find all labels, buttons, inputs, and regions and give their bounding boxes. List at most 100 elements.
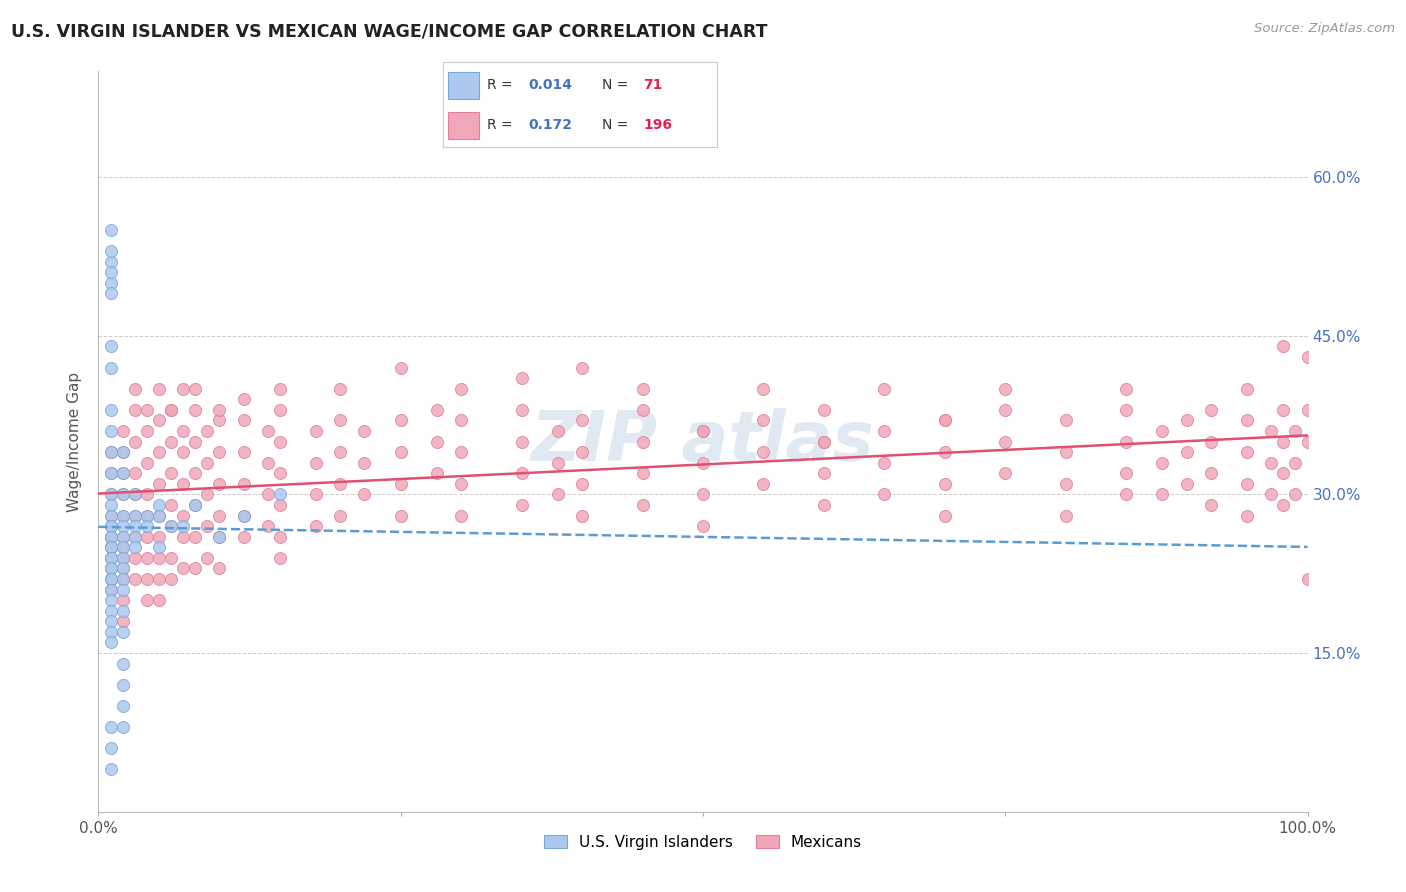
- Point: [1236, 413, 1258, 427]
- Point: [124, 382, 146, 396]
- Point: [135, 487, 157, 501]
- Point: [111, 445, 134, 459]
- Point: [232, 476, 254, 491]
- Point: [100, 487, 122, 501]
- Point: [1152, 456, 1174, 470]
- Point: [353, 424, 375, 438]
- Bar: [449, 112, 478, 139]
- Point: [148, 476, 170, 491]
- Point: [100, 550, 122, 565]
- Point: [148, 593, 170, 607]
- Point: [172, 445, 194, 459]
- Point: [269, 530, 291, 544]
- Point: [100, 541, 122, 555]
- Text: 71: 71: [643, 78, 662, 92]
- Point: [752, 476, 775, 491]
- Point: [1236, 508, 1258, 523]
- Point: [135, 456, 157, 470]
- Point: [111, 508, 134, 523]
- Point: [208, 445, 231, 459]
- Point: [111, 541, 134, 555]
- Point: [100, 582, 122, 597]
- Point: [1272, 339, 1295, 353]
- Point: [135, 508, 157, 523]
- Text: N =: N =: [602, 118, 633, 132]
- Text: Source: ZipAtlas.com: Source: ZipAtlas.com: [1254, 22, 1395, 36]
- Point: [100, 254, 122, 268]
- Point: [100, 508, 122, 523]
- Point: [692, 424, 714, 438]
- Point: [510, 371, 533, 385]
- Point: [100, 561, 122, 575]
- Point: [389, 508, 412, 523]
- Point: [111, 508, 134, 523]
- Point: [389, 413, 412, 427]
- Y-axis label: Wage/Income Gap: Wage/Income Gap: [67, 371, 83, 512]
- Point: [148, 382, 170, 396]
- Point: [111, 624, 134, 639]
- Point: [813, 402, 835, 417]
- Point: [124, 572, 146, 586]
- Point: [100, 467, 122, 481]
- Point: [571, 413, 593, 427]
- Point: [135, 519, 157, 533]
- Point: [692, 487, 714, 501]
- Point: [256, 456, 278, 470]
- Point: [426, 402, 449, 417]
- Point: [195, 550, 218, 565]
- Point: [100, 519, 122, 533]
- Point: [124, 508, 146, 523]
- Point: [100, 615, 122, 629]
- Point: [353, 456, 375, 470]
- Text: R =: R =: [486, 78, 517, 92]
- Point: [547, 487, 569, 501]
- Point: [873, 487, 896, 501]
- Point: [208, 561, 231, 575]
- Point: [1296, 402, 1319, 417]
- Point: [1260, 456, 1282, 470]
- Point: [305, 519, 328, 533]
- Point: [510, 402, 533, 417]
- Point: [135, 402, 157, 417]
- Point: [111, 424, 134, 438]
- Point: [124, 402, 146, 417]
- Point: [160, 498, 183, 512]
- Point: [100, 223, 122, 237]
- Point: [111, 445, 134, 459]
- Point: [873, 456, 896, 470]
- Point: [160, 550, 183, 565]
- Point: [450, 508, 472, 523]
- Point: [329, 413, 352, 427]
- Point: [813, 434, 835, 449]
- Point: [873, 382, 896, 396]
- Point: [100, 530, 122, 544]
- Point: [195, 519, 218, 533]
- Point: [172, 519, 194, 533]
- Point: [111, 698, 134, 713]
- Point: [752, 445, 775, 459]
- Point: [100, 445, 122, 459]
- Point: [1115, 402, 1137, 417]
- Point: [195, 424, 218, 438]
- Point: [100, 424, 122, 438]
- Point: [111, 467, 134, 481]
- Point: [873, 424, 896, 438]
- Point: [232, 508, 254, 523]
- Point: [1236, 382, 1258, 396]
- Point: [148, 572, 170, 586]
- Point: [1115, 382, 1137, 396]
- Point: [813, 467, 835, 481]
- Point: [100, 530, 122, 544]
- Point: [934, 413, 956, 427]
- Text: ZIP atlas: ZIP atlas: [531, 408, 875, 475]
- Point: [160, 519, 183, 533]
- Point: [124, 487, 146, 501]
- Point: [172, 508, 194, 523]
- Text: N =: N =: [602, 78, 633, 92]
- Point: [1272, 467, 1295, 481]
- Point: [111, 572, 134, 586]
- Point: [450, 382, 472, 396]
- Point: [100, 508, 122, 523]
- Point: [111, 561, 134, 575]
- Point: [353, 487, 375, 501]
